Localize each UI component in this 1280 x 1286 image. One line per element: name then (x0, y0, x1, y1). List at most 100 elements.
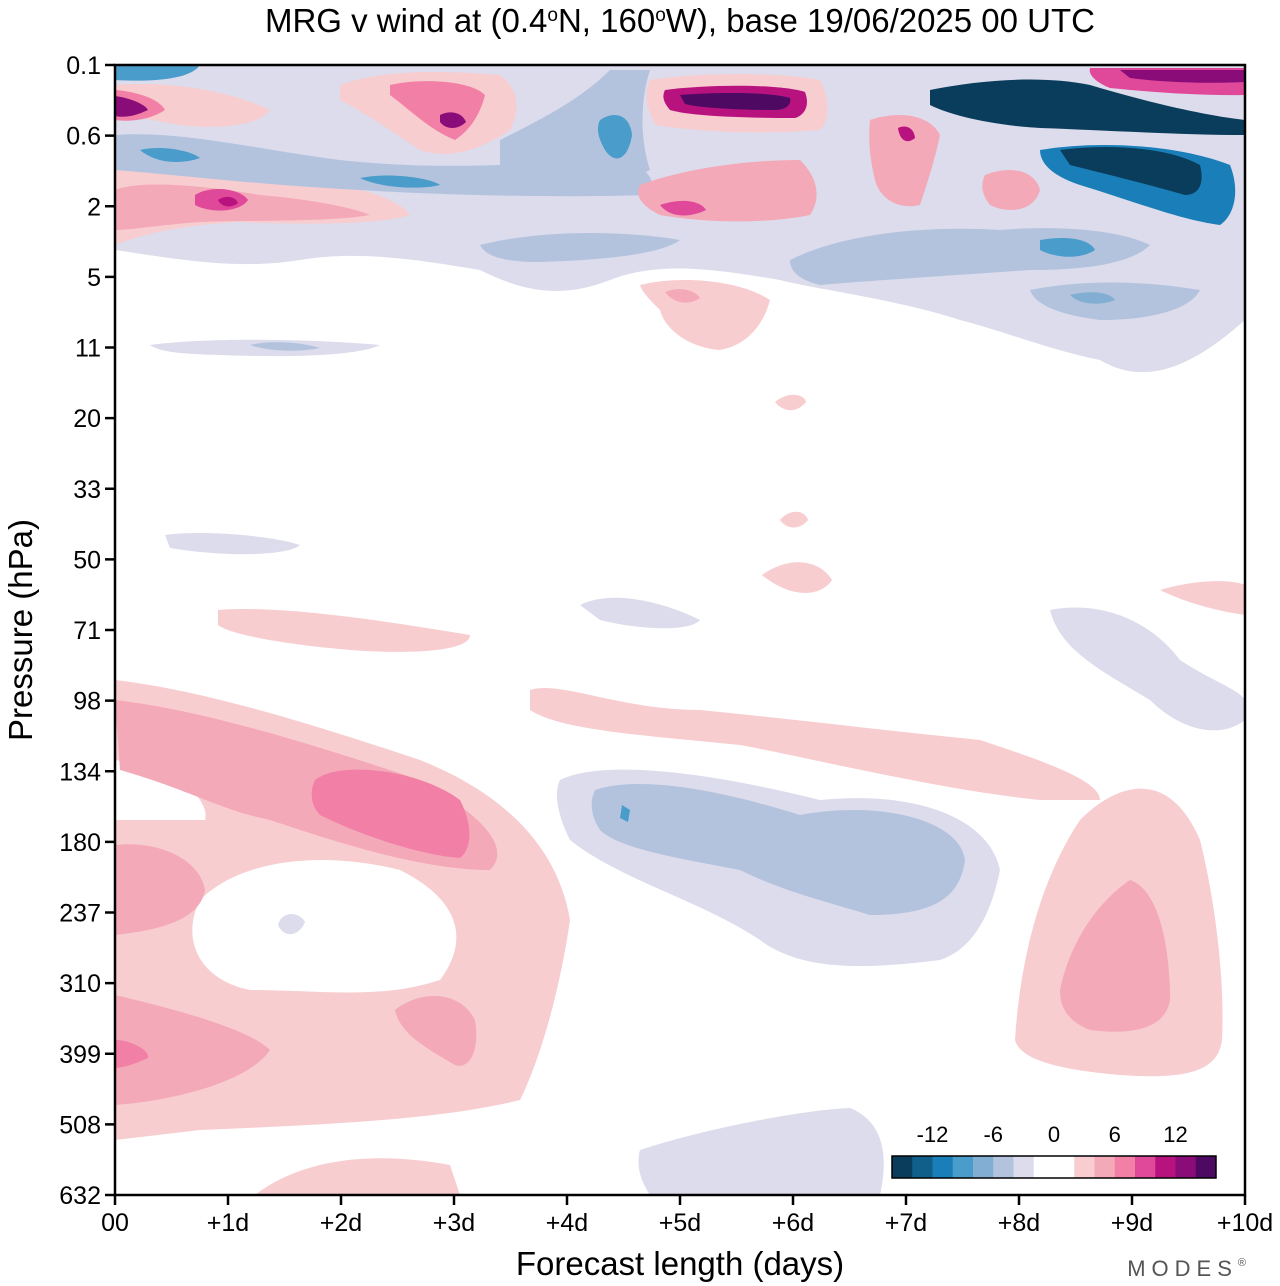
y-tick-label: 632 (59, 1182, 101, 1210)
y-tick-label: 508 (59, 1111, 101, 1139)
colorbar-swatch (952, 1156, 974, 1178)
colorbar-swatch (1155, 1156, 1176, 1178)
contour-neg-small (620, 805, 630, 822)
colorbar-swatch (892, 1156, 913, 1178)
contour-strat-neg-9d-low (1030, 282, 1200, 320)
contour-blob-pos-60 (762, 562, 832, 593)
y-axis-label: Pressure (hPa) (2, 519, 39, 741)
colorbar-swatch (1094, 1156, 1116, 1178)
colorbar-swatch (1013, 1156, 1035, 1178)
contour-strat-pos-9d2 (1120, 70, 1245, 83)
y-tick-label: 33 (73, 476, 101, 504)
colorbar-swatch (1175, 1156, 1197, 1178)
colorbar: -12 -6 0 6 12 (891, 1122, 1217, 1179)
contour-strat-pos-5d-low2 (660, 200, 706, 216)
contour-strat-pos-top3 (115, 96, 148, 117)
x-tick-label: +3d (433, 1209, 475, 1237)
contour-neg-dot (278, 914, 305, 935)
contour-blob-pos-20 (775, 394, 806, 411)
contour-strat-neg-8d (930, 79, 1245, 135)
colorbar-swatch (1114, 1156, 1136, 1178)
y-tick-label: 11 (75, 335, 101, 363)
x-tick-label: +1d (207, 1209, 249, 1237)
colorbar-label: 12 (1163, 1122, 1187, 1147)
brand-logo: MODES® (1127, 1256, 1252, 1281)
contour-strat-pos-7d2 (898, 126, 915, 142)
y-tick-label: 20 (73, 405, 101, 433)
contour-zero-hole (192, 860, 457, 993)
contour-strat-pos-3d3 (440, 112, 466, 128)
contour-strat-neg-top (115, 65, 200, 81)
y-tick-label: 50 (73, 546, 101, 574)
colorbar-swatch (912, 1156, 933, 1178)
x-tick-label: +9d (1111, 1209, 1153, 1237)
colorbar-label: -12 (917, 1122, 949, 1147)
y-tick-label: 180 (59, 829, 101, 857)
y-tick-label: 5 (87, 264, 101, 292)
contour-blob-pos-71 (218, 609, 470, 652)
x-axis: 00 +1d +2d +3d +4d +5d +6d +7d +8d +9d +10d (101, 1195, 1273, 1237)
x-axis-label: Forecast length (days) (516, 1245, 844, 1282)
x-tick-label: +7d (885, 1209, 927, 1237)
colorbar-swatch (973, 1156, 994, 1178)
contour-neg-2 (591, 784, 965, 915)
y-axis: 0.1 0.6 2 5 11 20 33 50 71 98 134 180 237 310 399 508 63… (59, 52, 115, 1210)
y-tick-label: 2 (87, 193, 101, 221)
contour-pos-mid (530, 687, 1100, 800)
y-tick-label: 0.1 (66, 52, 101, 80)
x-tick-label: +4d (546, 1209, 588, 1237)
contour-strat-neg-band (115, 134, 653, 197)
colorbar-swatch (1054, 1156, 1075, 1178)
contour-blob-neg-71 (580, 597, 700, 629)
contour-pos-3b (115, 1040, 149, 1068)
contour-strat-pos-5d-mid (640, 280, 770, 350)
colorbar-label: -6 (983, 1122, 1003, 1147)
y-tick-label: 98 (73, 688, 101, 716)
contour-strat-pos-upper2 (115, 184, 370, 230)
colorbar-label: 6 (1109, 1122, 1121, 1147)
x-tick-label: +5d (659, 1209, 701, 1237)
contour-neg-bottom (638, 1108, 884, 1195)
x-tick-label: +8d (998, 1209, 1040, 1237)
colorbar-frame (891, 1155, 1217, 1179)
contour-blob-pos-44 (780, 511, 808, 528)
contour-pos-2d (395, 996, 477, 1066)
colorbar-label: 0 (1048, 1122, 1060, 1147)
contour-strat-pos-top (115, 84, 270, 127)
x-tick-label: +2d (320, 1209, 362, 1237)
colorbar-swatch (932, 1156, 954, 1178)
contour-blob-neg-rt (1050, 607, 1245, 731)
contour-strat-neg-11b (250, 342, 320, 351)
colorbar-swatch (1195, 1156, 1217, 1178)
contour-strat-neg-9d2 (1060, 146, 1202, 195)
contour-pos-2b (115, 844, 205, 935)
y-tick-label: 399 (59, 1041, 101, 1069)
contour-blob-pos-rt (1160, 581, 1245, 615)
x-tick-label: +6d (772, 1209, 814, 1237)
y-tick-label: 134 (59, 758, 101, 786)
contour-pos-right-2 (1060, 880, 1170, 1032)
y-tick-label: 237 (59, 900, 101, 928)
contour-strat-neg-7d-low2 (1040, 238, 1095, 257)
y-tick-label: 0.6 (66, 123, 101, 151)
contour-strat-neg-band3 (360, 175, 440, 188)
contour-strat-neg-4d2 (597, 115, 632, 159)
contour-pos-bottom (255, 1158, 460, 1195)
colorbar-swatch (993, 1156, 1014, 1178)
contour-strat-pos-7d (869, 115, 940, 207)
colorbar-swatch (1074, 1156, 1095, 1178)
contour-strat-pos-5d3 (680, 93, 791, 110)
contour-strat-pos-8d (982, 170, 1040, 210)
chart-title: MRG v wind at (0.4oN, 160oW), base 19/06… (265, 2, 1095, 39)
contour-strat-white-1 (115, 250, 760, 300)
contour-pos-3 (311, 769, 470, 858)
contour-strat-neg-9d-low2 (1070, 292, 1115, 304)
x-tick-label: +10d (1217, 1209, 1273, 1237)
contour-strat-neg-band2 (140, 147, 200, 162)
colorbar-swatch (1135, 1156, 1156, 1178)
contour-fill (115, 65, 1245, 1195)
contour-blob-neg-50 (165, 533, 300, 555)
contour-strat-pos-5d-mid2 (665, 289, 700, 303)
y-tick-label: 71 (73, 617, 101, 645)
